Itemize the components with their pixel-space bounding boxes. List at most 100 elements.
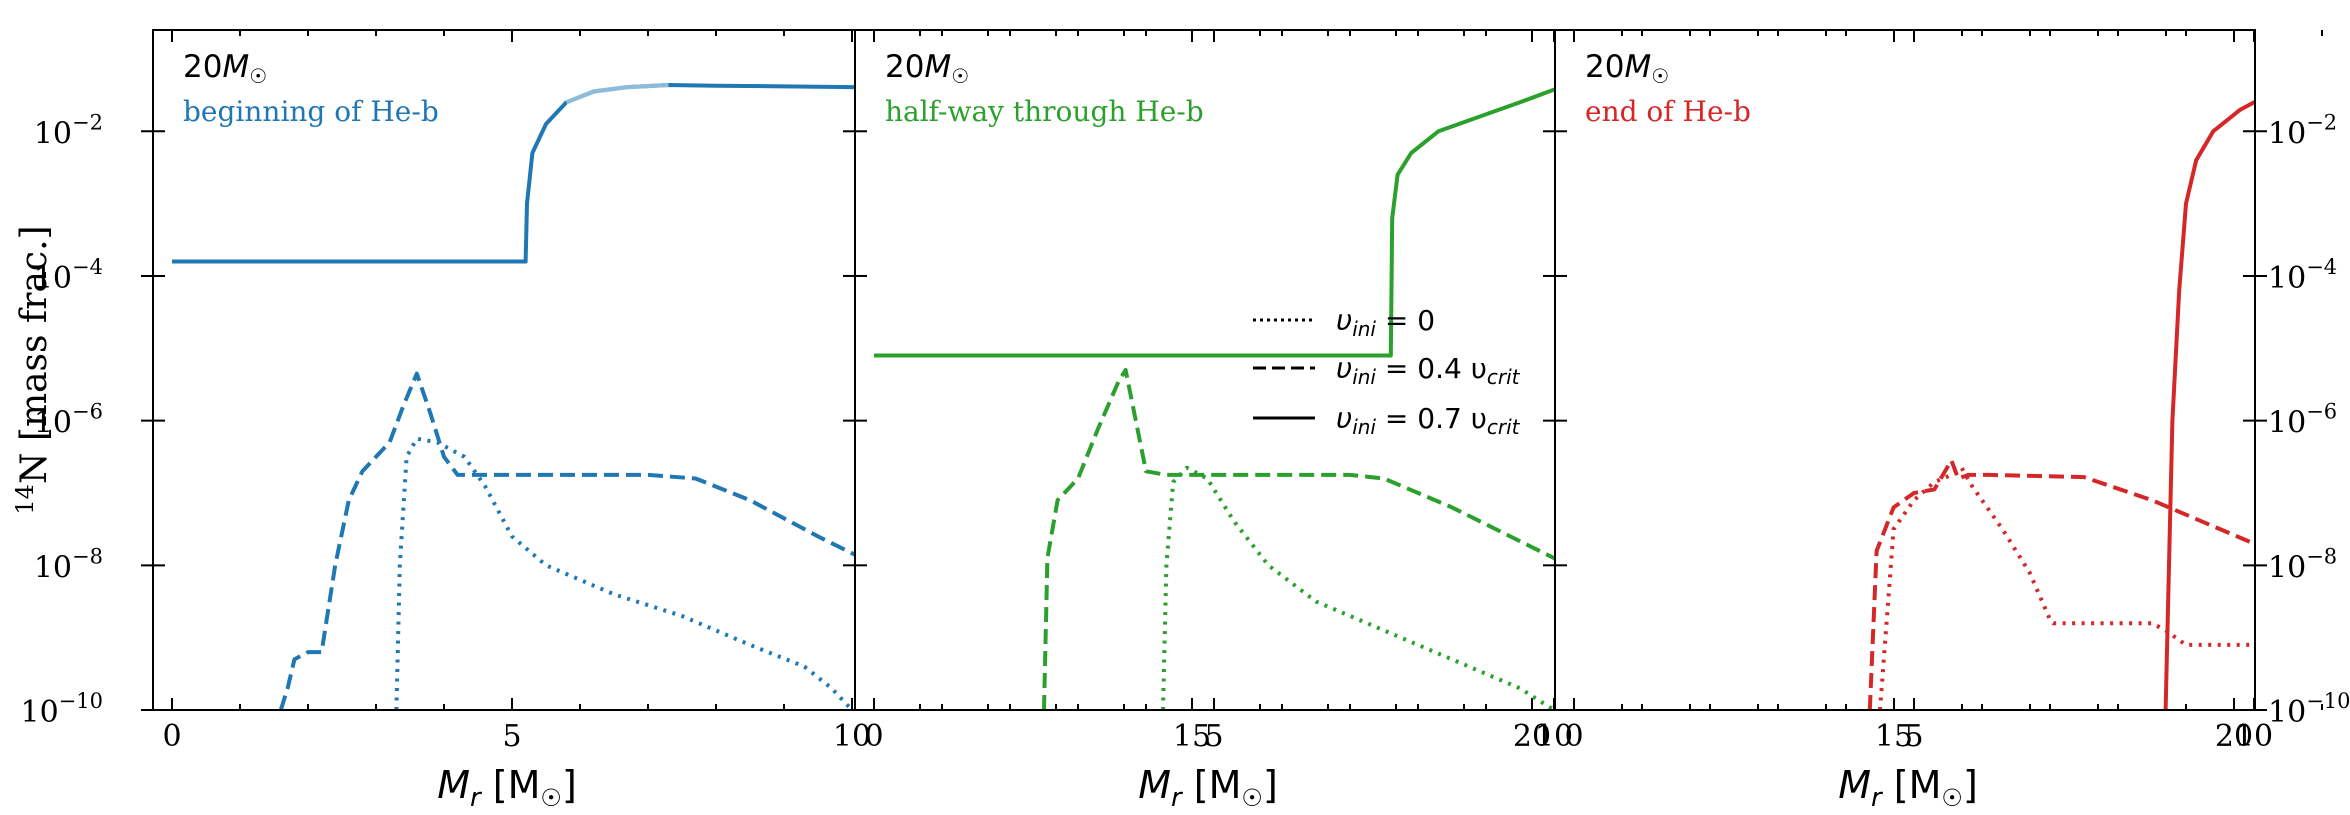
y-tick-base: 10 [20,695,58,730]
mass-label: 20M☉ [183,49,267,88]
mass-label: 20M☉ [885,49,969,88]
x-tick-label: 5 [1904,719,1923,754]
y-tick-label-right: 10−2 [2268,110,2337,151]
x-axis-label: Mr [M☉] [1838,763,1978,813]
mass-label-symbol: M [222,49,249,85]
series-dashed-line [1042,368,1555,710]
y-tick-base: 10 [34,261,72,296]
y-tick-exponent: −4 [2306,255,2337,279]
plot-area [172,82,855,710]
y-tick-label-right: 10−6 [2268,400,2337,441]
mass-label-subscript: ☉ [951,64,969,88]
legend-label-dotted: υini = 0 [1336,304,1435,341]
y-tick-base: 10 [2268,406,2306,441]
x-tick-label: 5 [502,719,521,754]
mass-label-subscript: ☉ [249,64,267,88]
x-tick-label: 20 [1513,719,1551,754]
y-tick-label-left: 10−8 [34,544,103,585]
plot-area [1867,99,2255,710]
series-dotted-line [394,436,854,710]
x-axis-label-unit: [M [481,763,541,807]
x-axis-label-unit-close: ] [562,763,577,807]
x-tick-label: 5 [1204,719,1223,754]
stage-label: half-way through He-b [885,95,1204,128]
legend-crit-subscript: crit [1487,365,1521,389]
x-tick-label: 0 [864,719,883,754]
y-tick-label-left: 10−6 [34,400,103,441]
y-tick-label-right: 10−10 [2268,689,2350,730]
series-dotted-line [1878,465,2255,710]
x-axis-label-sub: r [1871,783,1884,813]
y-tick-exponent: −10 [59,689,103,713]
x-axis-label-unit-sub: ☉ [1241,784,1263,812]
x-tick-label: 15 [1173,719,1211,754]
mass-label-symbol: M [924,49,951,85]
x-axis-label-unit-close: ] [1263,763,1278,807]
x-axis-label: Mr [M☉] [437,763,577,813]
series-solid-line [874,87,1555,358]
y-tick-exponent: −8 [72,544,103,568]
x-tick-label: 15 [1875,719,1913,754]
x-tick-label: 20 [2215,719,2253,754]
y-tick-label-left: 10−4 [34,255,103,296]
legend-subscript: ini [1352,415,1376,439]
y-tick-exponent: −6 [72,400,103,424]
y-tick-label-right: 10−4 [2268,255,2337,296]
legend-crit-subscript: crit [1487,415,1521,439]
y-tick-exponent: −2 [2306,110,2337,134]
legend-value: = 0 [1376,304,1435,337]
x-tick-label: 0 [162,719,181,754]
y-tick-label-left: 10−2 [34,110,103,151]
series-solid-line [2163,99,2255,710]
mass-label-value: 20 [1585,49,1624,85]
x-axis-label-unit-sub: ☉ [540,784,562,812]
y-axis-label-text: N [mass frac.] [14,225,55,484]
x-axis-label-sub: r [1171,783,1184,813]
mass-label-value: 20 [885,49,924,85]
stage-label: beginning of He-b [183,95,439,128]
stage-label: end of He-b [1585,95,1751,128]
y-tick-exponent: −2 [72,110,103,134]
x-axis-label-main: M [437,763,470,807]
legend-label-solid: υini = 0.7 υcrit [1336,402,1521,439]
y-tick-label-left: 10−10 [20,689,103,730]
x-tick-label: 10 [1535,719,1573,754]
y-tick-base: 10 [2268,695,2306,730]
legend-value: = 0.4 υ [1376,352,1487,385]
y-tick-base: 10 [2268,116,2306,151]
y-axis-label-superscript: 14 [11,484,39,515]
y-tick-base: 10 [34,550,72,585]
x-axis-label-unit-close: ] [1963,763,1978,807]
series-dotted-line [1161,465,1555,710]
x-tick-label: 10 [2235,719,2273,754]
x-tick-label: 10 [833,719,871,754]
x-axis-label-main: M [1838,763,1871,807]
y-tick-base: 10 [34,406,72,441]
y-tick-exponent: −6 [2306,400,2337,424]
y-tick-base: 10 [2268,261,2306,296]
legend-subscript: ini [1352,317,1376,341]
y-axis-label: 14N [mass frac.] [11,225,55,514]
y-tick-label-right: 10−8 [2268,544,2337,585]
x-tick-label: 0 [1564,719,1583,754]
plot-area [874,87,1555,710]
panel-frame [1554,29,2256,711]
x-axis-label-unit: [M [1882,763,1942,807]
series-dashed-line [1867,458,2255,710]
mass-label-value: 20 [183,49,222,85]
mass-label: 20M☉ [1585,49,1669,88]
mass-label-symbol: M [1624,49,1651,85]
legend-symbol: υ [1336,304,1352,337]
legend-subscript: ini [1352,365,1376,389]
x-axis-label-sub: r [470,783,483,813]
panel-frame [152,29,856,711]
mass-label-subscript: ☉ [1651,64,1669,88]
series-highlight-segment [565,82,669,105]
y-tick-base: 10 [34,116,72,151]
y-tick-exponent: −4 [72,255,103,279]
